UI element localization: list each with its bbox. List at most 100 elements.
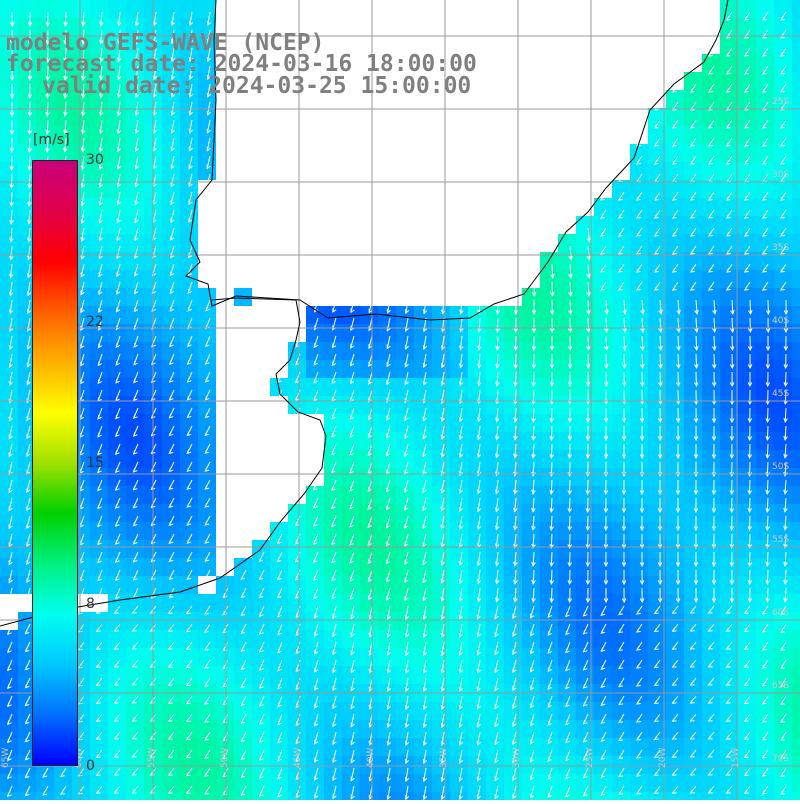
wind-cell (612, 342, 630, 360)
wind-cell (162, 108, 180, 126)
wind-cell (522, 486, 540, 504)
wind-cell (558, 234, 576, 252)
wind-cell (648, 324, 666, 342)
wind-cell (720, 162, 738, 180)
colorbar-tick-8: 8 (86, 597, 95, 611)
wind-cell (702, 216, 720, 234)
wind-cell (162, 360, 180, 378)
wind-cell (216, 792, 234, 800)
lon-label: 15W (731, 748, 741, 768)
wind-cell (432, 504, 450, 522)
wind-cell (774, 792, 792, 800)
lat-label: 35S (772, 243, 789, 253)
wind-cell (432, 540, 450, 558)
wind-cell (504, 414, 522, 432)
wind-cell (108, 180, 126, 198)
lon-label: 25W (585, 748, 595, 768)
wind-cell (108, 540, 126, 558)
wind-cell (414, 414, 432, 432)
wind-cell (360, 702, 378, 720)
wind-cell (450, 396, 468, 414)
wind-cell (792, 738, 800, 756)
valid-date: valid date: 2024-03-25 15:00:00 (42, 74, 471, 98)
wind-cell (774, 630, 792, 648)
wind-cell (396, 612, 414, 630)
wind-cell (612, 198, 630, 216)
wind-cell (774, 126, 792, 144)
wind-cell (522, 558, 540, 576)
wind-cell (0, 108, 18, 126)
wind-cell (558, 414, 576, 432)
wind-cell (198, 594, 216, 612)
wind-cell (108, 504, 126, 522)
wind-cell (630, 216, 648, 234)
wind-cell (774, 414, 792, 432)
wind-cell (738, 216, 756, 234)
wind-cell (756, 504, 774, 522)
wind-cell (396, 306, 414, 324)
wind-cell (450, 720, 468, 738)
wind-cell (630, 522, 648, 540)
wind-cell (504, 432, 522, 450)
wind-cell (0, 648, 18, 666)
wind-cell (540, 450, 558, 468)
wind-cell (468, 558, 486, 576)
wind-cell (306, 486, 324, 504)
wind-cell (108, 576, 126, 594)
wind-cell (540, 486, 558, 504)
wind-cell (288, 558, 306, 576)
wind-cell (702, 378, 720, 396)
wind-cell (162, 414, 180, 432)
wind-cell (684, 450, 702, 468)
wind-cell (468, 486, 486, 504)
wind-cell (738, 198, 756, 216)
wind-cell (162, 126, 180, 144)
wind-cell (360, 720, 378, 738)
wind-cell (702, 288, 720, 306)
wind-cell (450, 612, 468, 630)
colorbar-tick-22: 22 (86, 315, 104, 329)
wind-cell (738, 378, 756, 396)
wind-cell (450, 540, 468, 558)
wind-cell (540, 432, 558, 450)
wind-cell (468, 774, 486, 792)
wind-cell (648, 612, 666, 630)
lon-label: 55W (147, 748, 157, 768)
wind-cell (630, 738, 648, 756)
wind-cell (738, 234, 756, 252)
wind-cell (486, 576, 504, 594)
wind-cell (234, 558, 252, 576)
wind-cell (396, 774, 414, 792)
wind-cell (198, 342, 216, 360)
wind-cell (126, 450, 144, 468)
wind-cell (792, 396, 800, 414)
wind-cell (666, 324, 684, 342)
wind-cell (738, 486, 756, 504)
wind-cell (72, 0, 90, 18)
wind-cell (486, 540, 504, 558)
wind-cell (180, 702, 198, 720)
wind-cell (792, 342, 800, 360)
wind-cell (666, 288, 684, 306)
wind-cell (540, 576, 558, 594)
wind-cell (684, 234, 702, 252)
wind-cell (486, 306, 504, 324)
wind-cell (756, 432, 774, 450)
wind-cell (378, 702, 396, 720)
wind-cell (648, 396, 666, 414)
wind-cell (0, 720, 18, 738)
wind-cell (612, 486, 630, 504)
wind-cell (432, 594, 450, 612)
wind-cell (792, 576, 800, 594)
wind-cell (612, 792, 630, 800)
wind-cell (648, 162, 666, 180)
wind-cell (648, 594, 666, 612)
colorbar-tick-30: 30 (86, 153, 104, 167)
wind-cell (0, 414, 18, 432)
wind-cell (396, 630, 414, 648)
wind-cell (666, 558, 684, 576)
wind-cell (702, 522, 720, 540)
wind-cell (612, 450, 630, 468)
wind-cell (594, 306, 612, 324)
wind-cell (90, 216, 108, 234)
